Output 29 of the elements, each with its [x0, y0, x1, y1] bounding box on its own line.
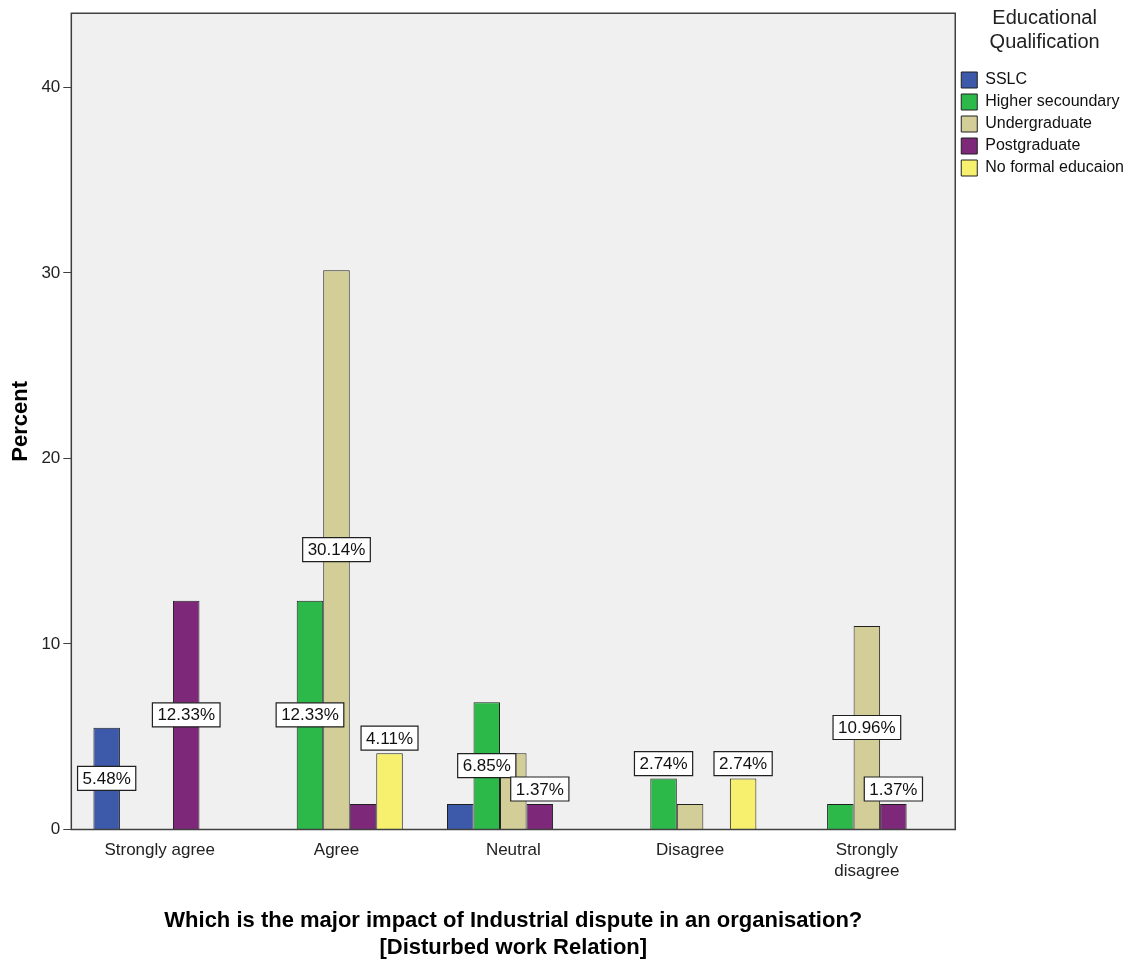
data-label: 12.33%	[157, 705, 216, 725]
data-label: 10.96%	[838, 718, 896, 738]
data-label: 2.74%	[719, 754, 768, 774]
data-label: 1.37%	[869, 779, 918, 799]
y-tick-label: 30	[41, 262, 61, 282]
x-tick-label: Strongly agree	[104, 840, 215, 860]
data-label: 6.85%	[462, 756, 511, 776]
x-tick-label: Agree	[313, 840, 360, 860]
data-label: 12.33%	[281, 705, 339, 725]
data-label: 1.37%	[515, 779, 564, 799]
y-tick-label: 20	[41, 448, 61, 468]
data-label: 30.14%	[307, 540, 366, 560]
legend-label: Undergraduate	[985, 114, 1093, 132]
y-axis-title: Percent	[7, 380, 33, 462]
x-tick-label: Strongly disagree	[834, 840, 900, 880]
y-tick-label: 10	[41, 633, 61, 653]
legend-label: Higher secoundary	[985, 92, 1120, 110]
data-label: 5.48%	[82, 769, 131, 789]
x-tick-label: Disagree	[656, 840, 725, 860]
legend-label: No formal educaion	[985, 158, 1125, 176]
data-label: 2.74%	[639, 754, 688, 774]
legend-label: SSLC	[985, 70, 1028, 88]
legend-label: Postgraduate	[985, 136, 1081, 154]
x-axis-title: Which is the major impact of Industrial dispute in an organisation? [Disturbed work Relation]	[164, 907, 863, 959]
y-tick-label: 40	[41, 77, 61, 97]
legend-title: Educational Qualification	[989, 5, 1100, 52]
x-tick-label: Neutral	[485, 840, 541, 860]
y-tick-label: 0	[50, 819, 61, 839]
data-label: 4.11%	[366, 728, 414, 748]
